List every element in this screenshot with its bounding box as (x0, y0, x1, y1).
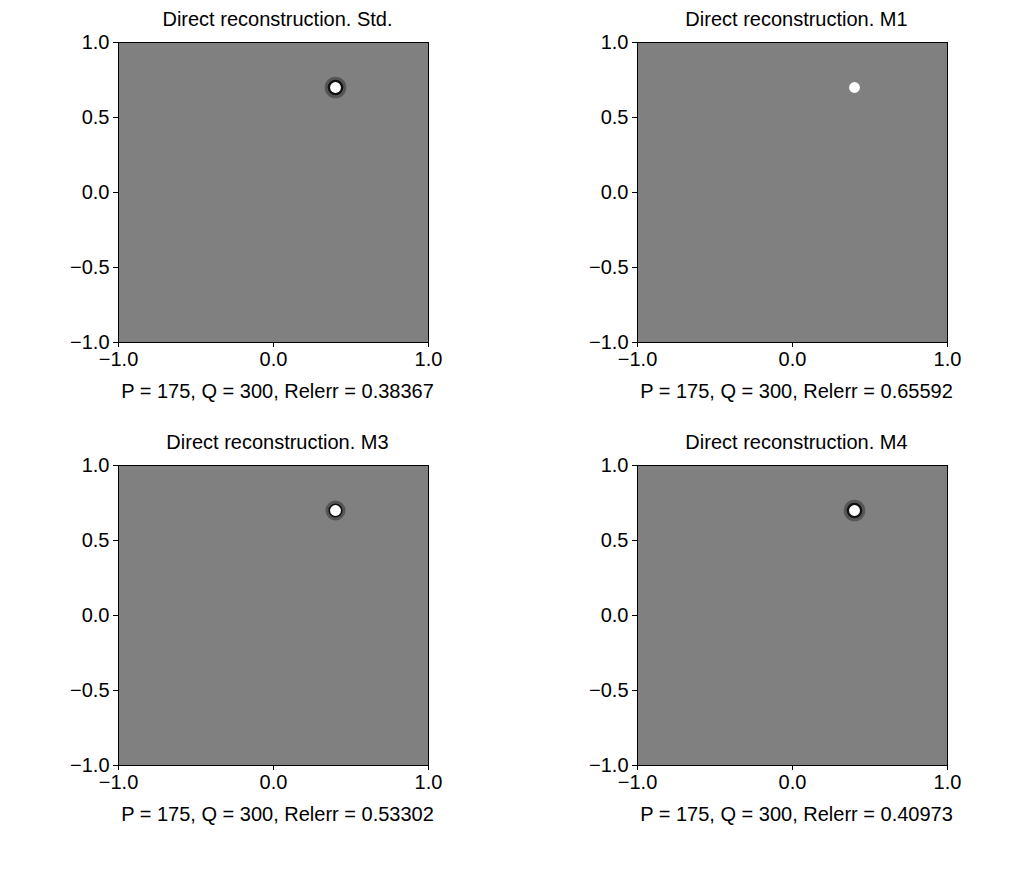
html-text:Direct reconstruction. Std.: Direct reconstruction. Std. (162, 8, 393, 30)
html-text:P = 175, Q = 300, Relerr = 0.5: P = 175, Q = 300, Relerr = 0.53302 (121, 803, 434, 825)
svg-text:−1.0: −1.0 (98, 771, 137, 793)
svg-text:0.0: 0.0 (778, 348, 806, 370)
svg-text:0.0: 0.0 (778, 771, 806, 793)
html-text:P = 175, Q = 300, Relerr = 0.4: P = 175, Q = 300, Relerr = 0.40973 (640, 803, 953, 825)
html-text:P = 175, Q = 300, Relerr = 0.3: P = 175, Q = 300, Relerr = 0.38367 (121, 380, 434, 402)
svg-text:1.0: 1.0 (81, 455, 109, 476)
svg-text:−1.0: −1.0 (69, 753, 109, 776)
svg-text:1.0: 1.0 (933, 348, 961, 370)
svg-text:−1.0: −1.0 (98, 348, 137, 370)
svg-text:0.5: 0.5 (600, 529, 628, 551)
html-text:Direct reconstruction. M3: Direct reconstruction. M3 (166, 431, 389, 453)
svg-text:0.5: 0.5 (81, 106, 109, 128)
svg-text:−0.5: −0.5 (70, 679, 109, 701)
svg-text:0.0: 0.0 (81, 181, 109, 203)
svg-text:−1.0: −1.0 (588, 753, 628, 776)
svg-text:0.0: 0.0 (600, 604, 628, 626)
svg-text:1.0: 1.0 (600, 455, 628, 476)
svg-text:1.0: 1.0 (600, 32, 628, 53)
svg-text:1.0: 1.0 (414, 771, 442, 793)
html-text:Direct reconstruction. M1: Direct reconstruction. M1 (685, 8, 908, 30)
svg-text:1.0: 1.0 (933, 771, 961, 793)
svg-text:−0.5: −0.5 (589, 679, 628, 701)
svg-text:0.0: 0.0 (259, 771, 287, 793)
svg-text:0.0: 0.0 (259, 348, 287, 370)
svg-text:−1.0: −1.0 (617, 348, 656, 370)
svg-text:1.0: 1.0 (414, 348, 442, 370)
svg-text:−0.5: −0.5 (589, 256, 628, 278)
svg-text:0.0: 0.0 (600, 181, 628, 203)
svg-text:−0.5: −0.5 (70, 256, 109, 278)
svg-text:−1.0: −1.0 (69, 330, 109, 353)
svg-text:0.5: 0.5 (600, 106, 628, 128)
svg-text:0.5: 0.5 (81, 529, 109, 551)
html-text:Direct reconstruction. M4: Direct reconstruction. M4 (685, 431, 908, 453)
html-text:P = 175, Q = 300, Relerr = 0.6: P = 175, Q = 300, Relerr = 0.65592 (640, 380, 953, 402)
svg-text:1.0: 1.0 (81, 32, 109, 53)
svg-text:0.0: 0.0 (81, 604, 109, 626)
svg-text:−1.0: −1.0 (617, 771, 656, 793)
svg-text:−1.0: −1.0 (588, 330, 628, 353)
